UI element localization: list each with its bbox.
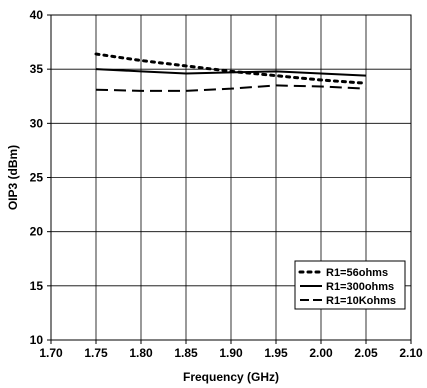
y-tick-label: 35 <box>30 62 44 76</box>
x-tick-label: 2.10 <box>399 346 423 360</box>
series-line-1 <box>95 68 367 77</box>
y-tick-label: 10 <box>30 333 44 347</box>
series-line-0 <box>94 52 368 85</box>
chart-legend: R1=56ohms R1=300ohms R1=10Kohms <box>294 260 406 310</box>
legend-label: R1=10Kohms <box>326 295 396 307</box>
x-tick-label: 1.70 <box>39 346 63 360</box>
x-tick-label: 1.80 <box>129 346 153 360</box>
legend-label: R1=300ohms <box>326 281 394 293</box>
x-axis-ticks: 1.70 1.75 1.80 1.85 1.90 1.95 2.00 2.05 2.10 <box>39 340 423 360</box>
y-tick-label: 40 <box>30 8 44 22</box>
y-tick-label: 30 <box>30 116 44 130</box>
x-tick-label: 2.00 <box>309 346 333 360</box>
x-axis-title: Frequency (GHz) <box>183 370 279 384</box>
y-axis-ticks: 10 15 20 25 30 35 40 <box>30 8 51 347</box>
x-tick-label: 1.85 <box>174 346 198 360</box>
y-tick-label: 15 <box>30 279 44 293</box>
series-line-2 <box>95 84 367 92</box>
y-tick-label: 20 <box>30 225 44 239</box>
legend-label: R1=56ohms <box>326 267 388 279</box>
series-layer <box>94 52 368 92</box>
x-tick-label: 2.05 <box>354 346 378 360</box>
y-tick-label: 25 <box>30 171 44 185</box>
x-tick-label: 1.75 <box>84 346 108 360</box>
chart-grid <box>50 14 412 341</box>
x-tick-label: 1.90 <box>219 346 243 360</box>
x-tick-label: 1.95 <box>264 346 288 360</box>
y-axis-title: OIP3 (dBm) <box>6 145 20 210</box>
